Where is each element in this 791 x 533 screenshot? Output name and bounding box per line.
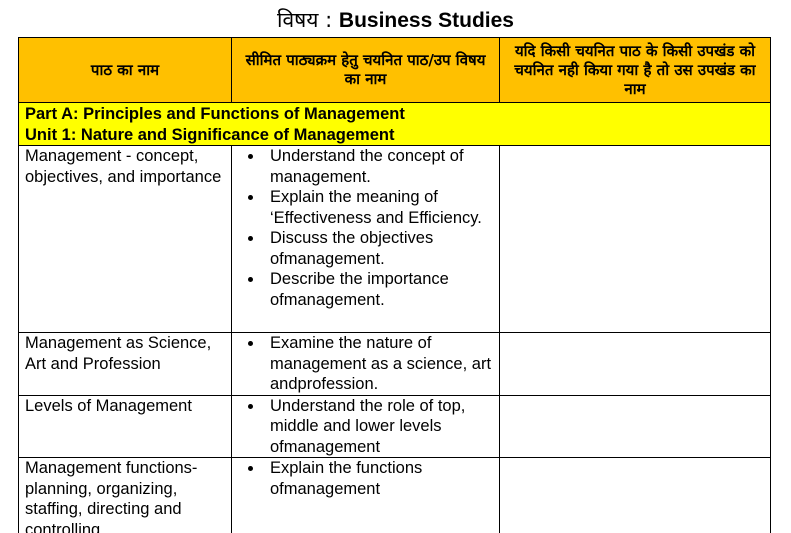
topics-cell: Examine the nature of management as a sc… [231, 332, 500, 396]
table-row: Management as Science, Art and Professio… [18, 332, 771, 396]
topics-cell: Understand the concept of management.Exp… [231, 145, 500, 333]
lesson-cell: Management - concept, objectives, and im… [18, 145, 232, 333]
lesson-cell: Management functions-planning, organizin… [18, 457, 232, 533]
table-row: Management - concept, objectives, and im… [18, 145, 771, 333]
topic-item: Describe the importance ofmanagement. [264, 269, 493, 310]
excluded-cell [499, 332, 771, 396]
header-excluded: यदि किसी चयनित पाठ के किसी उपखंड को चयनि… [499, 37, 771, 103]
topic-item: Explain the meaning of ‘Effectiveness an… [264, 187, 493, 228]
excluded-cell [499, 145, 771, 333]
excluded-cell [499, 394, 771, 458]
topics-cell: Understand the role of top, middle and l… [231, 394, 500, 458]
topic-item: Discuss the objectives ofmanagement. [264, 228, 493, 269]
topic-item: Examine the nature of management as a sc… [264, 333, 493, 395]
lesson-cell: Management as Science, Art and Professio… [18, 332, 232, 396]
header-row: पाठ का नाम सीमित पाठ्यक्रम हेतु चयनित पा… [18, 37, 771, 103]
topic-item: Understand the role of top, middle and l… [264, 396, 493, 458]
header-topics: सीमित पाठ्यक्रम हेतु चयनित पाठ/उप विषय क… [231, 37, 500, 103]
part-row: Part A: Principles and Functions of Mana… [18, 102, 771, 146]
topics-cell: Explain the functions ofmanagement [231, 457, 500, 533]
lesson-cell: Levels of Management [18, 394, 232, 458]
page-title: विषय : Business Studies [0, 6, 791, 34]
excluded-cell [499, 457, 771, 533]
part-title: Part A: Principles and Functions of Mana… [25, 105, 405, 123]
topic-item: Understand the concept of management. [264, 146, 493, 187]
table-row: Management functions-planning, organizin… [18, 457, 771, 533]
syllabus-table: पाठ का नाम सीमित पाठ्यक्रम हेतु चयनित पा… [18, 37, 771, 533]
table-row: Levels of Management Understand the role … [18, 394, 771, 458]
title-label: विषय : [277, 8, 333, 32]
unit-title: Unit 1: Nature and Significance of Manag… [25, 125, 395, 144]
header-lesson: पाठ का नाम [18, 37, 232, 103]
topic-item: Explain the functions ofmanagement [264, 458, 493, 499]
subject-name: Business Studies [338, 9, 514, 32]
